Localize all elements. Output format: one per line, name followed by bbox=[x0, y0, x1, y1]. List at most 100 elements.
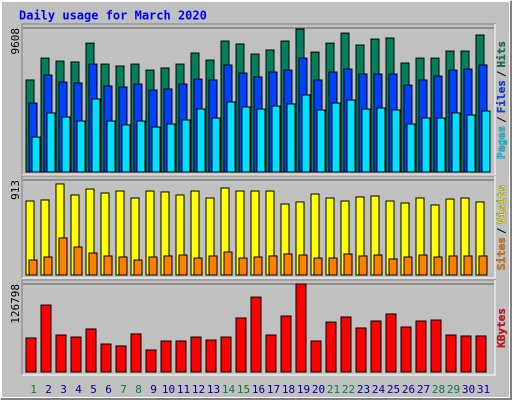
bar bbox=[451, 112, 461, 173]
bar bbox=[328, 257, 338, 276]
bar bbox=[406, 123, 416, 173]
bar bbox=[283, 253, 293, 276]
bar bbox=[463, 255, 473, 276]
x-tick-label: 16 bbox=[252, 383, 265, 396]
bar bbox=[178, 254, 188, 276]
bar bbox=[70, 336, 82, 373]
bar bbox=[46, 112, 56, 173]
y-tick-label: 126798 bbox=[9, 284, 22, 324]
bar bbox=[118, 256, 128, 276]
x-tick-label: 10 bbox=[162, 383, 175, 396]
bar bbox=[226, 101, 236, 173]
bar bbox=[193, 257, 203, 276]
bar bbox=[25, 337, 37, 373]
legend-entry: Files bbox=[495, 80, 508, 113]
bar bbox=[265, 334, 277, 373]
bar bbox=[40, 304, 52, 373]
bar bbox=[208, 255, 218, 276]
bar bbox=[280, 315, 292, 373]
bar bbox=[31, 136, 41, 173]
bar bbox=[355, 327, 367, 373]
x-tick-label: 9 bbox=[150, 383, 157, 396]
bar bbox=[478, 255, 488, 276]
bar bbox=[271, 105, 281, 173]
bar bbox=[445, 334, 457, 373]
bar bbox=[376, 107, 386, 173]
bar bbox=[316, 109, 326, 173]
y-tick-label: 913 bbox=[9, 180, 22, 200]
x-tick-label: 3 bbox=[60, 383, 67, 396]
panel-edge bbox=[22, 176, 496, 279]
bar bbox=[385, 313, 397, 373]
bar bbox=[103, 255, 113, 276]
x-tick-label: 11 bbox=[177, 383, 190, 396]
x-tick-label: 6 bbox=[105, 383, 112, 396]
bar bbox=[268, 255, 278, 276]
x-tick-label: 27 bbox=[417, 383, 430, 396]
bar bbox=[241, 106, 251, 173]
bar bbox=[301, 94, 311, 173]
x-tick-label: 30 bbox=[462, 383, 475, 396]
bar bbox=[373, 254, 383, 276]
chart-title: Daily usage for March 2020 bbox=[19, 9, 207, 23]
bar bbox=[418, 254, 428, 276]
x-tick-label: 7 bbox=[120, 383, 127, 396]
bar bbox=[415, 320, 427, 373]
bar bbox=[460, 335, 472, 373]
panel-edge bbox=[22, 24, 496, 176]
bar bbox=[421, 117, 431, 173]
x-tick-label: 18 bbox=[282, 383, 295, 396]
bar bbox=[130, 333, 142, 373]
bar bbox=[61, 116, 71, 173]
x-tick-label: 29 bbox=[447, 383, 460, 396]
x-tick-label: 4 bbox=[75, 383, 82, 396]
bar bbox=[313, 257, 323, 276]
bar bbox=[181, 119, 191, 173]
bar bbox=[325, 321, 337, 373]
bar bbox=[55, 334, 67, 373]
bar bbox=[361, 108, 371, 173]
bar bbox=[205, 339, 217, 373]
x-tick-label: 21 bbox=[327, 383, 340, 396]
bar bbox=[448, 255, 458, 276]
bar bbox=[133, 259, 143, 276]
bar bbox=[76, 120, 86, 173]
bar bbox=[100, 343, 112, 373]
x-tick-label: 15 bbox=[237, 383, 250, 396]
bar bbox=[220, 336, 232, 373]
bar bbox=[433, 256, 443, 276]
legend-separator: / bbox=[495, 70, 508, 77]
legend-entry: KBytes bbox=[495, 308, 508, 348]
x-tick-label: 5 bbox=[90, 383, 97, 396]
legend-entry: Visits bbox=[495, 185, 508, 225]
bar bbox=[85, 328, 97, 373]
legend-separator: / bbox=[495, 227, 508, 234]
bar bbox=[163, 255, 173, 276]
bar bbox=[151, 126, 161, 173]
x-tick-label: 25 bbox=[387, 383, 400, 396]
bar bbox=[466, 114, 476, 173]
bar bbox=[286, 103, 296, 173]
bar bbox=[28, 259, 38, 276]
bar bbox=[358, 255, 368, 276]
bar bbox=[190, 336, 202, 373]
bar bbox=[73, 246, 83, 276]
bar bbox=[211, 117, 221, 173]
legend-entry: Sites bbox=[495, 237, 508, 270]
legend: Pages / Files / Hits bbox=[495, 41, 508, 159]
bar bbox=[295, 283, 307, 373]
bar bbox=[388, 258, 398, 276]
legend-entry: Pages bbox=[495, 126, 508, 159]
x-tick-label: 20 bbox=[312, 383, 325, 396]
bar bbox=[148, 256, 158, 276]
x-tick-label: 22 bbox=[342, 383, 355, 396]
bar bbox=[400, 326, 412, 373]
x-tick-label: 19 bbox=[297, 383, 310, 396]
bar bbox=[196, 108, 206, 173]
bar bbox=[481, 110, 491, 173]
bar bbox=[115, 345, 127, 373]
x-tick-label: 28 bbox=[432, 383, 445, 396]
legend: Sites / Visits bbox=[495, 185, 508, 271]
bar bbox=[403, 256, 413, 276]
bar bbox=[238, 257, 248, 276]
